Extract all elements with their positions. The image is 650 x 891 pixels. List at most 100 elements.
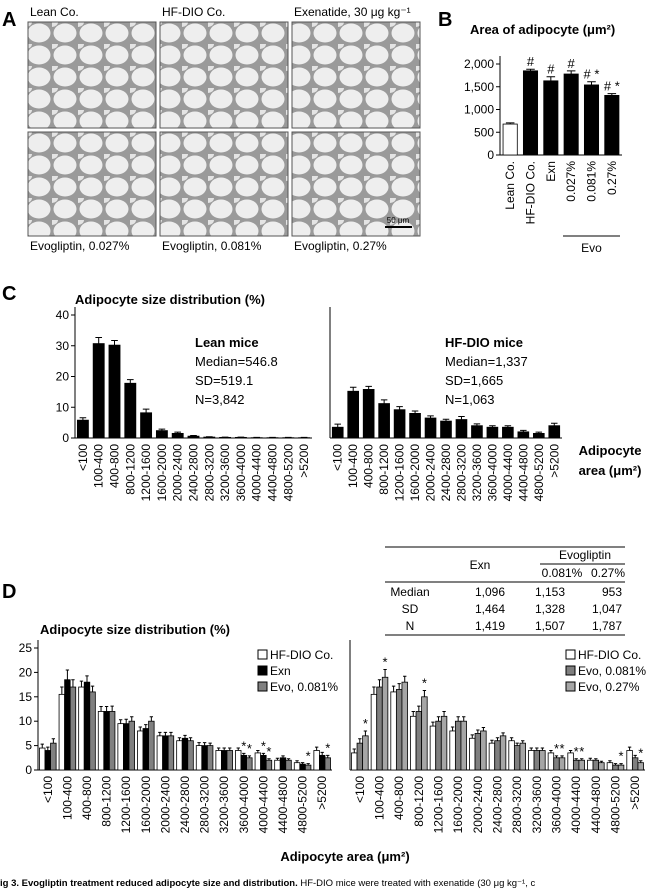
error-bar bbox=[411, 710, 415, 717]
bar bbox=[612, 764, 619, 771]
bar bbox=[142, 728, 149, 771]
error-bar bbox=[526, 68, 535, 71]
table-cell: Median bbox=[390, 585, 429, 599]
error-bar bbox=[334, 423, 341, 428]
x-tick-label: 4000-4400 bbox=[569, 776, 583, 834]
error-bar bbox=[505, 122, 515, 125]
x-tick-label: 100-400 bbox=[373, 776, 387, 820]
legend-swatch bbox=[257, 649, 268, 660]
error-bar bbox=[380, 399, 388, 404]
bar bbox=[285, 759, 292, 771]
error-bar bbox=[521, 740, 525, 744]
x-tick-label: 1200-1600 bbox=[393, 444, 407, 502]
x-tick-label: 2800-3200 bbox=[510, 776, 524, 834]
x-tick-label: 3600-4000 bbox=[237, 776, 251, 834]
error-bar bbox=[51, 738, 56, 744]
bar bbox=[376, 686, 383, 771]
x-axis-title: area (μm²) bbox=[579, 463, 642, 478]
bar bbox=[293, 762, 301, 771]
error-bar bbox=[242, 752, 246, 756]
bar bbox=[279, 757, 287, 771]
error-bar bbox=[574, 758, 578, 761]
panel-label: A bbox=[2, 9, 16, 31]
bar bbox=[486, 426, 499, 439]
bar bbox=[502, 426, 514, 439]
x-tick-label: 400-800 bbox=[80, 776, 94, 820]
significance-marker: * bbox=[247, 741, 252, 756]
bar bbox=[440, 715, 448, 771]
bar bbox=[410, 715, 417, 771]
y-axis-title: Adipocyte size distribution (%) bbox=[40, 622, 230, 637]
error-bar bbox=[431, 721, 435, 727]
scale-bar-label: 50 μm bbox=[387, 216, 410, 225]
error-bar bbox=[208, 742, 212, 746]
table-cell: 1,464 bbox=[475, 602, 505, 616]
y-tick-label: 1,500 bbox=[464, 80, 494, 94]
error-bar bbox=[79, 417, 87, 421]
y-tick-label: 10 bbox=[19, 714, 33, 728]
x-tick-label: >5200 bbox=[547, 444, 561, 478]
x-tick-label: 800-1200 bbox=[412, 776, 426, 827]
x-tick-label: 1200-1600 bbox=[139, 444, 153, 502]
bar bbox=[103, 711, 110, 771]
table-header: Evogliptin bbox=[559, 548, 611, 562]
micrograph-label: Evogliptin, 0.081% bbox=[162, 239, 262, 253]
annotation: Median=1,337 bbox=[445, 354, 528, 369]
error-bar bbox=[110, 705, 114, 712]
error-bar bbox=[476, 729, 480, 734]
x-tick-label: >5200 bbox=[297, 444, 311, 478]
x-tick-label: >5200 bbox=[628, 776, 642, 810]
bar bbox=[370, 693, 378, 771]
caption-bold: ig 3. Evogliptin treatment reduced adipo… bbox=[0, 878, 298, 889]
bar bbox=[471, 425, 483, 439]
error-bar bbox=[286, 758, 291, 761]
bar bbox=[260, 754, 267, 771]
x-tick-label: 4800-5200 bbox=[532, 444, 546, 502]
y-tick-label: 0 bbox=[487, 148, 494, 162]
x-tick-label: 100-400 bbox=[92, 444, 106, 488]
error-bar bbox=[613, 763, 618, 766]
x-tick-label: 4000-4400 bbox=[256, 776, 270, 834]
annotation: SD=1,665 bbox=[445, 373, 503, 388]
table-cell: 953 bbox=[602, 585, 622, 599]
x-tick-label: 4400-4800 bbox=[276, 776, 290, 834]
bar bbox=[409, 412, 421, 439]
bar bbox=[274, 759, 281, 771]
micrograph bbox=[291, 131, 421, 237]
bar bbox=[89, 691, 96, 771]
x-tick-label: 3600-4000 bbox=[550, 776, 564, 834]
error-bar bbox=[470, 734, 474, 739]
x-tick-label: 2800-3200 bbox=[198, 776, 212, 834]
error-bar bbox=[202, 742, 207, 746]
significance-marker: * bbox=[383, 654, 388, 669]
significance-marker: * bbox=[306, 749, 311, 764]
y-tick-label: 1,000 bbox=[464, 103, 494, 117]
error-bar bbox=[256, 749, 260, 753]
error-bar bbox=[607, 93, 617, 96]
error-bar bbox=[320, 751, 324, 756]
y-tick-label: 15 bbox=[19, 690, 33, 704]
table-cell: 1,419 bbox=[475, 619, 505, 633]
bar bbox=[324, 757, 331, 771]
error-bar bbox=[300, 762, 305, 765]
error-bar bbox=[222, 747, 226, 751]
significance-marker: * bbox=[554, 741, 559, 756]
error-bar bbox=[228, 747, 232, 751]
bar bbox=[547, 752, 555, 771]
bar bbox=[532, 432, 545, 439]
bar bbox=[50, 742, 57, 771]
x-tick-label: 400-800 bbox=[108, 444, 122, 488]
micrograph bbox=[27, 131, 157, 237]
significance-marker: * bbox=[574, 744, 579, 759]
annotation: N=3,842 bbox=[195, 392, 245, 407]
bar bbox=[246, 757, 253, 771]
y-tick-label: 0 bbox=[25, 763, 32, 777]
error-bar bbox=[442, 710, 446, 717]
x-axis-title: Adipocyte area (μm²) bbox=[280, 849, 409, 864]
caption: ig 3. Evogliptin treatment reduced adipo… bbox=[0, 878, 535, 889]
bar bbox=[78, 686, 85, 771]
legend-label: Evo, 0.27% bbox=[578, 680, 640, 694]
error-bar bbox=[99, 706, 103, 712]
significance-marker: * bbox=[638, 746, 643, 761]
error-bar bbox=[509, 737, 514, 741]
